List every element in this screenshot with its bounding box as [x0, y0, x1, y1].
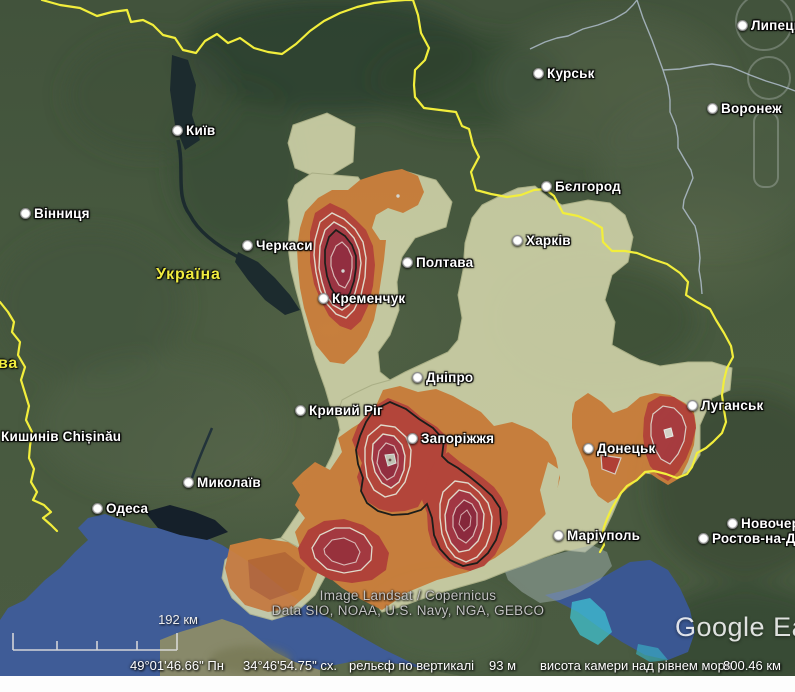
- shallow-water: [570, 598, 612, 645]
- city-marker-lipetsk[interactable]: Липецьк: [737, 17, 795, 33]
- country-label-ukraine: Україна: [156, 266, 221, 283]
- city-marker-kremenchuk[interactable]: Кременчук: [318, 290, 405, 306]
- city-label: Кишинів Chișinău: [1, 428, 122, 444]
- black-sea: [0, 514, 458, 676]
- city-label: Вінниця: [34, 205, 90, 221]
- city-label: Черкаси: [256, 237, 313, 253]
- status-camera-label: висота камери над рівнем моря: [540, 658, 732, 673]
- crimea-peninsula: [160, 619, 462, 676]
- placemark-dot-icon: [412, 371, 423, 383]
- placemark-dot-icon: [553, 529, 564, 541]
- placemark-dot-icon: [512, 234, 523, 246]
- map-viewport[interactable]: Україна ва Київ Вінниця Черкаси Полтава …: [0, 0, 795, 676]
- placemark-dot-icon: [92, 502, 103, 514]
- city-label: Харків: [526, 232, 571, 248]
- city-label: Кременчук: [332, 290, 406, 306]
- city-marker-cherkasy[interactable]: Черкаси: [242, 237, 313, 253]
- city-label: Новочеркаськ: [741, 515, 795, 531]
- window-bottom-strip: [0, 676, 795, 692]
- city-marker-rostov[interactable]: Ростов-на-Дону: [698, 530, 795, 546]
- city-label: Миколаїв: [197, 474, 261, 490]
- city-label: Одеса: [106, 500, 149, 516]
- placemark-dot-icon: [583, 442, 594, 454]
- city-label: Липецьк: [751, 17, 795, 33]
- status-terrain-value: 93 м: [489, 658, 517, 673]
- placemark-dot-icon: [698, 532, 709, 544]
- city-marker-chisinau[interactable]: Кишинів Chișinău: [1, 428, 121, 444]
- city-marker-novocherkassk[interactable]: Новочеркаськ: [727, 515, 795, 531]
- city-label: Кривий Ріг: [309, 402, 383, 418]
- placemark-dot-icon: [172, 124, 183, 136]
- status-longitude: 34°46'54.75" сх.: [243, 658, 337, 673]
- city-marker-voronezh[interactable]: Воронеж: [707, 100, 782, 116]
- placemark-dot-icon: [687, 399, 698, 411]
- placemark-dot-icon: [242, 239, 253, 251]
- placemark-dot-icon: [402, 256, 413, 268]
- kremenchuk-reservoir: [235, 252, 300, 315]
- shallow-water-2: [636, 644, 668, 662]
- placemark-dot-icon: [407, 432, 418, 444]
- placemark-dot-icon: [318, 292, 329, 304]
- city-marker-luhansk[interactable]: Луганськ: [687, 397, 763, 413]
- city-label: Воронеж: [721, 100, 782, 116]
- city-marker-odesa[interactable]: Одеса: [92, 500, 148, 516]
- city-marker-mariupol[interactable]: Маріуполь: [553, 527, 640, 543]
- attribution-line-2: Data SIO, NOAA, U.S. Navy, NGA, GEBCO: [271, 603, 545, 618]
- placemark-dot-icon: [727, 517, 738, 529]
- city-label: Бєлгород: [555, 178, 621, 194]
- city-label: Полтава: [416, 254, 474, 270]
- status-camera-value: 800.46 км: [723, 658, 781, 673]
- city-label: Київ: [186, 122, 216, 138]
- city-marker-poltava[interactable]: Полтава: [402, 254, 473, 270]
- city-marker-mykolaiv[interactable]: Миколаїв: [183, 474, 261, 490]
- bug-river: [190, 427, 214, 479]
- city-marker-zaporizhzhia[interactable]: Запоріжжя: [407, 430, 494, 446]
- city-label: Маріуполь: [567, 527, 641, 543]
- faint-rings: [735, 0, 793, 188]
- city-marker-donetsk[interactable]: Донецьк: [583, 440, 655, 456]
- status-bar: 49°01'46.66" Пн 34°46'54.75" сх. рельєф …: [0, 658, 795, 675]
- city-marker-belgorod[interactable]: Бєлгород: [541, 178, 621, 194]
- city-label: Курськ: [547, 65, 595, 81]
- city-marker-kursk[interactable]: Курськ: [533, 65, 595, 81]
- city-marker-kyiv[interactable]: Київ: [172, 122, 215, 138]
- status-latitude: 49°01'46.66" Пн: [130, 658, 224, 673]
- city-label: Ростов-на-Дону: [712, 530, 795, 546]
- city-label: Дніпро: [426, 369, 474, 385]
- city-marker-kryvyi-rih[interactable]: Кривий Ріг: [295, 402, 383, 418]
- placemark-dot-icon: [737, 19, 748, 31]
- dnieper-estuary: [145, 505, 228, 540]
- scale-bar-label: 192 км: [158, 612, 198, 627]
- city-marker-vinnytsia[interactable]: Вінниця: [20, 205, 90, 221]
- attribution-line-1: Image Landsat / Copernicus: [319, 588, 497, 603]
- google-earth-watermark: Google Earth: [675, 612, 795, 642]
- country-borders: [0, 0, 735, 554]
- map-render-layer: [0, 0, 795, 676]
- status-terrain-label: рельєф по вертикалі: [349, 658, 475, 673]
- city-label: Донецьк: [597, 440, 656, 456]
- placemark-dot-icon: [533, 67, 544, 79]
- overlay-over-sea: [505, 545, 612, 603]
- scale-bar: [12, 633, 178, 651]
- placemark-dot-icon: [541, 180, 552, 192]
- country-label-fragment: ва: [0, 355, 19, 372]
- dnieper-river: [176, 139, 241, 260]
- admin-borders: [529, 0, 795, 295]
- city-marker-dnipro[interactable]: Дніпро: [412, 369, 473, 385]
- placemark-dot-icon: [295, 404, 306, 416]
- city-marker-kharkiv[interactable]: Харків: [512, 232, 571, 248]
- heatmap-overlay: [221, 112, 733, 621]
- placemark-dot-icon: [707, 102, 718, 114]
- placemark-dot-icon: [183, 476, 194, 488]
- placemark-dot-icon: [20, 207, 31, 219]
- city-label: Луганськ: [701, 397, 764, 413]
- city-label: Запоріжжя: [421, 430, 495, 446]
